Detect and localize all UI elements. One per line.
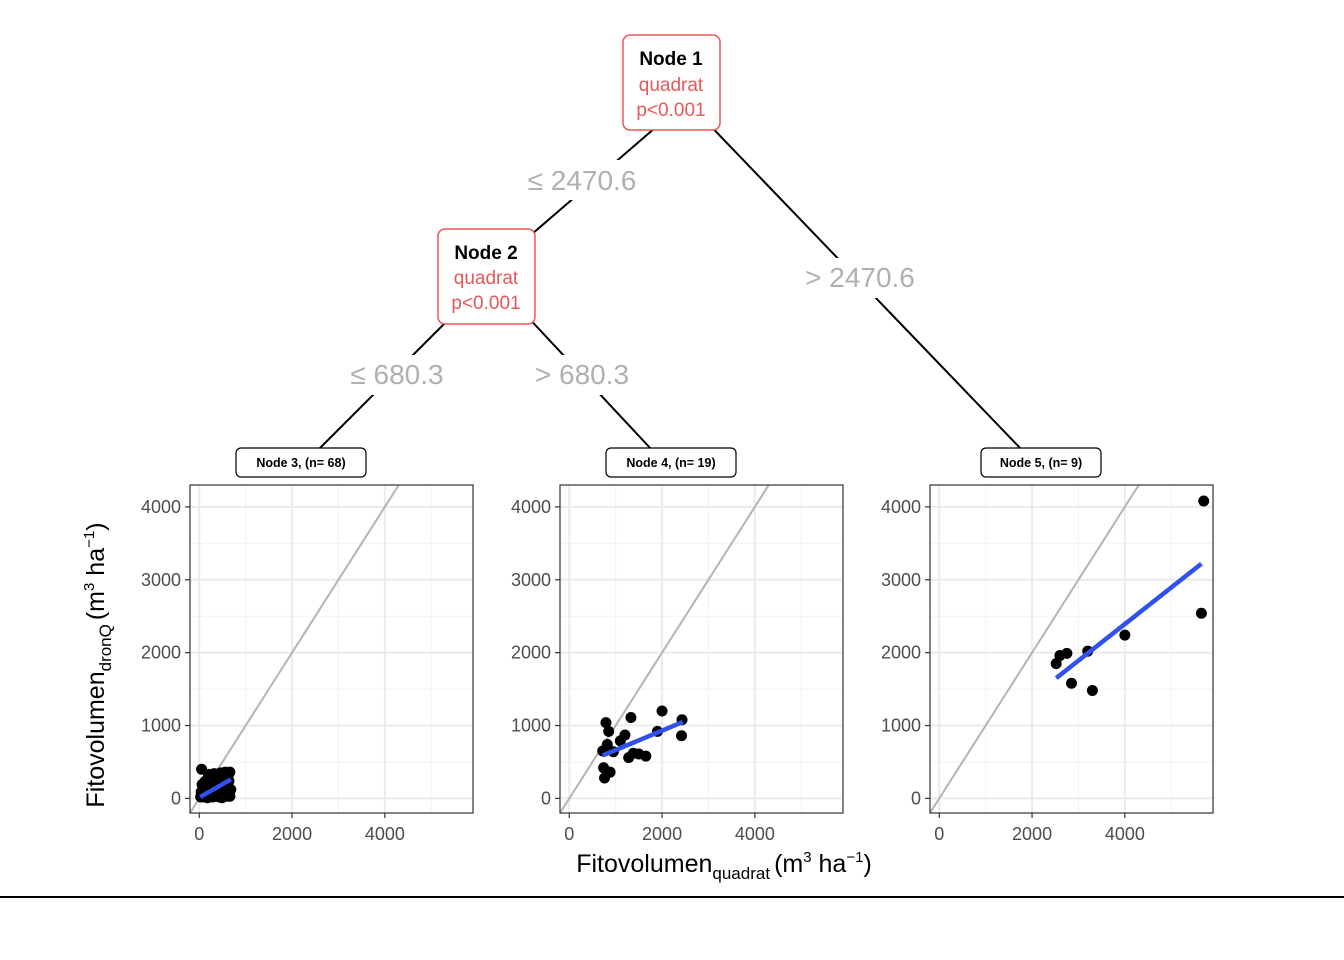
data-point [224, 790, 236, 802]
y-tick-label: 3000 [511, 570, 551, 590]
data-point [224, 766, 236, 778]
edge-label-node2-right: > 680.3 [535, 359, 629, 390]
data-point [1066, 677, 1077, 689]
x-tick-label: 2000 [1012, 824, 1052, 844]
fit-line [1054, 561, 1203, 680]
y-axis-unit-sup2: −1 [81, 531, 98, 548]
panel-title-box: Node 5, (n= 9) [980, 447, 1102, 478]
y-tick-label: 1000 [881, 716, 921, 736]
y-tick-label: 3000 [141, 570, 181, 590]
x-axis-unit-sup2: −1 [846, 849, 863, 866]
panel-border [929, 484, 1214, 814]
edge-label-node2-left: ≤ 680.3 [350, 359, 443, 390]
y-axis-unit-sup: 3 [81, 583, 98, 591]
identity-line [930, 485, 1140, 813]
grid [930, 485, 1213, 813]
y-tick-label: 3000 [881, 570, 921, 590]
node-1: Node 1 quadrat p<0.001 [622, 34, 721, 131]
node-2-pvalue: p<0.001 [451, 293, 520, 314]
data-point [619, 729, 631, 741]
y-tick-label: 2000 [511, 643, 551, 663]
x-tick-label: 0 [194, 824, 204, 844]
edge-label-node1-right: > 2470.6 [805, 262, 915, 293]
x-axis-unit-open: (m [774, 850, 803, 878]
y-tick-label: 4000 [511, 497, 551, 517]
grid [560, 485, 843, 813]
panel-border [189, 484, 474, 814]
identity-line [190, 485, 400, 813]
data-point [1086, 685, 1098, 697]
x-axis-label-sub: quadrat [712, 864, 770, 883]
y-axis-unit-ha: ha [82, 548, 110, 583]
y-tick-label: 4000 [141, 497, 181, 517]
fit-line [199, 777, 232, 799]
x-tick-label: 4000 [1105, 824, 1145, 844]
x-axis-unit-close: ) [863, 850, 871, 878]
x-tick-label: 0 [934, 824, 944, 844]
panel-background [560, 485, 843, 813]
panel-background [930, 485, 1213, 813]
data-point [603, 725, 615, 737]
node-2-variable: quadrat [454, 268, 519, 289]
y-tick-label: 2000 [881, 643, 921, 663]
y-tick-label: 4000 [881, 497, 921, 517]
node-1-title: Node 1 [639, 49, 703, 70]
y-tick-label: 0 [911, 788, 921, 808]
y-axis-label: FitovolumendronQ (m3 ha−1) [81, 522, 115, 807]
x-axis-unit-sup: 3 [803, 849, 811, 866]
panel-title: Node 4, (n= 19) [626, 456, 715, 470]
terminal-panels: 0 2000 4000 0 1000 2000 3000 4000 Node 3, (n= 68… [141, 447, 1214, 844]
fit-line [601, 719, 684, 758]
panel-title-box: Node 3, (n= 68) [235, 447, 367, 478]
x-tick-label: 2000 [272, 824, 312, 844]
panel-title: Node 3, (n= 68) [256, 456, 345, 470]
x-axis-label-main: Fitovolumen [576, 850, 712, 878]
node-1-pvalue: p<0.001 [636, 100, 705, 121]
y-tick-label: 0 [171, 788, 181, 808]
x-tick-label: 4000 [735, 824, 775, 844]
data-point [600, 717, 612, 729]
points [1050, 495, 1210, 697]
data-point [625, 712, 637, 724]
x-tick-label: 2000 [642, 824, 682, 844]
panel-3: 0 2000 4000 0 1000 2000 3000 4000 Node 5, (n= 9) [881, 447, 1214, 844]
x-tick-label: 0 [564, 824, 574, 844]
data-point [1195, 607, 1207, 619]
y-axis-unit-close: ) [82, 522, 110, 530]
x-axis-unit-ha: ha [812, 850, 847, 878]
data-point [604, 766, 616, 778]
y-axis-label-sub: dronQ [96, 624, 115, 671]
edge-labels: ≤ 2470.6 > 2470.6 ≤ 680.3 > 680.3 [330, 160, 932, 395]
x-tick-label: 4000 [365, 824, 405, 844]
y-tick-label: 1000 [511, 716, 551, 736]
node-1-variable: quadrat [639, 75, 704, 96]
panel-background [190, 485, 473, 813]
panel-2: 0 2000 4000 0 1000 2000 3000 4000 Node 4, (n= 19… [511, 447, 844, 844]
grid [190, 485, 473, 813]
data-point [601, 738, 613, 750]
data-point [1119, 629, 1131, 641]
identity-line [560, 485, 770, 813]
y-tick-label: 2000 [141, 643, 181, 663]
node-2-title: Node 2 [454, 243, 517, 264]
y-tick-label: 1000 [141, 716, 181, 736]
x-axis-label: Fitovolumenquadrat (m3 ha−1) [576, 849, 872, 883]
y-tick-label: 0 [541, 788, 551, 808]
panel-title: Node 5, (n= 9) [1000, 456, 1082, 470]
y-axis-unit-open: (m [82, 591, 110, 620]
data-point [676, 730, 688, 742]
data-point [1061, 647, 1073, 659]
data-point [640, 750, 652, 762]
data-point [1198, 495, 1210, 507]
panel-border [559, 484, 844, 814]
panel-1: 0 2000 4000 0 1000 2000 3000 4000 Node 3, (n= 68… [141, 447, 474, 844]
panel-title-box: Node 4, (n= 19) [605, 447, 737, 478]
node-2: Node 2 quadrat p<0.001 [437, 228, 536, 325]
edge-label-node1-left: ≤ 2470.6 [528, 165, 637, 196]
y-axis-label-main: Fitovolumen [82, 671, 110, 807]
data-point [203, 768, 215, 780]
data-point [656, 705, 668, 717]
